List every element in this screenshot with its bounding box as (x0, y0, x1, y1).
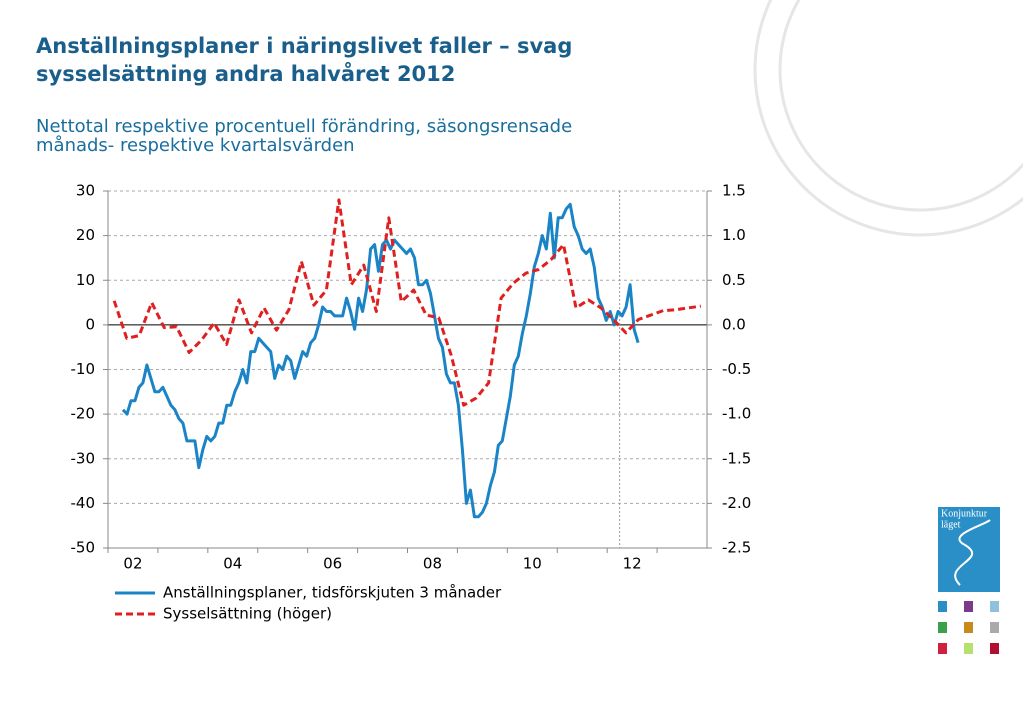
y2-tick-label: 0.0 (722, 315, 746, 333)
legend-label: Sysselsättning (höger) (163, 605, 332, 623)
x-tick-label: 12 (623, 555, 642, 573)
logo-thumbnails (938, 601, 999, 654)
x-tick-label: 10 (523, 555, 542, 573)
chart-subtitle: Nettotal respektive procentuell förändri… (36, 116, 572, 137)
y-tick-label: 0 (85, 315, 95, 333)
logo-text: Konjunktur (941, 508, 988, 519)
y-tick-label: -20 (71, 405, 96, 423)
logo-text: läget (941, 519, 961, 530)
y2-tick-label: 1.0 (722, 226, 746, 244)
x-tick-label: 08 (423, 555, 442, 573)
x-tick-label: 06 (323, 555, 342, 573)
y-tick-label: 10 (76, 271, 95, 289)
chart-title: Anställningsplaner i näringslivet faller… (36, 34, 572, 58)
logo: Konjunktur läget (938, 507, 1000, 592)
y2-tick-label: 1.5 (722, 182, 746, 200)
y2-tick-label: -0.5 (722, 360, 751, 378)
y-tick-label: 20 (76, 226, 95, 244)
legend-label: Anställningsplaner, tidsförskjuten 3 mån… (163, 584, 502, 602)
y2-tick-label: -1.5 (722, 449, 751, 467)
y-tick-label: -40 (71, 494, 96, 512)
y2-tick-label: 0.5 (722, 271, 746, 289)
x-tick-label: 02 (123, 555, 142, 573)
watermark (753, 0, 1023, 237)
series-line (121, 202, 640, 519)
y-tick-label: 30 (76, 182, 95, 200)
y-tick-label: -30 (71, 449, 96, 467)
chart-subtitle: månads- respektive kvartalsvärden (36, 135, 355, 156)
series-line (112, 198, 702, 407)
y2-tick-label: -2.5 (722, 539, 751, 557)
x-tick-label: 04 (223, 555, 242, 573)
chart-title: sysselsättning andra halvåret 2012 (36, 61, 455, 86)
y-tick-label: -10 (71, 360, 96, 378)
y2-tick-label: -2.0 (722, 494, 751, 512)
y2-tick-label: -1.0 (722, 405, 751, 423)
y-tick-label: -50 (71, 539, 96, 557)
